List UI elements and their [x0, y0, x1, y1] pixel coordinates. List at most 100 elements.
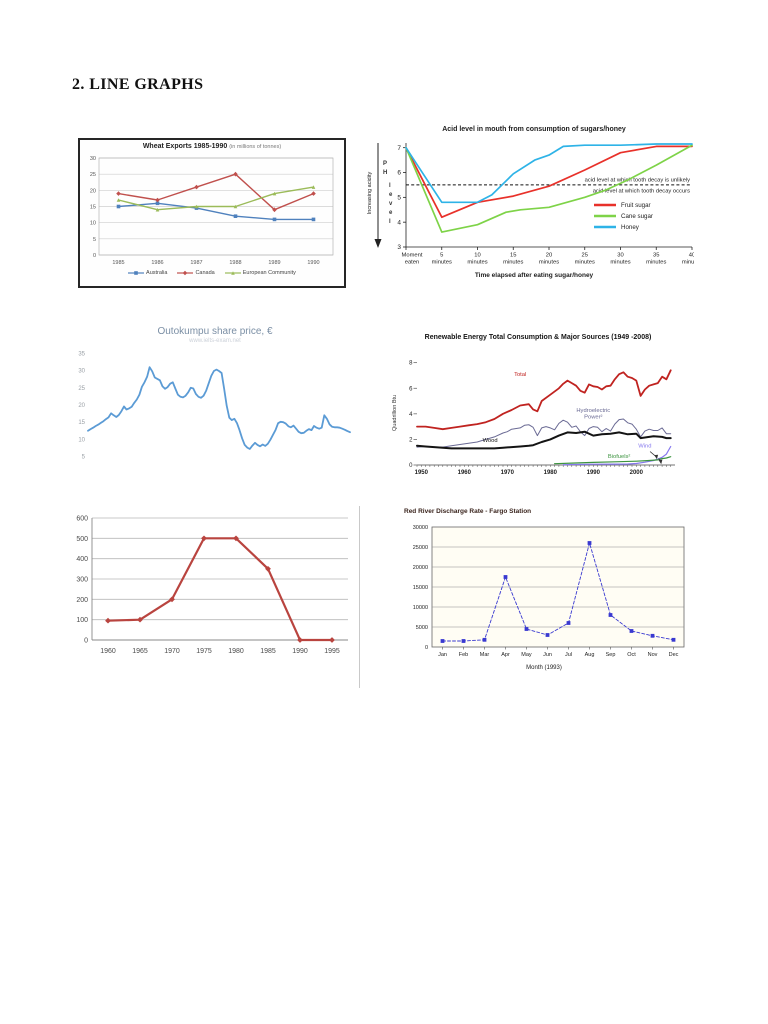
svg-text:1989: 1989 [268, 260, 280, 266]
acid-chart-plot: 76543Momenteaten5minutes10minutes15minut… [397, 143, 694, 266]
svg-text:1985: 1985 [260, 648, 276, 655]
svg-text:30: 30 [617, 253, 623, 259]
svg-text:Power²: Power² [584, 414, 602, 420]
svg-text:Apr: Apr [501, 652, 510, 658]
svg-text:1995: 1995 [324, 648, 340, 655]
svg-text:Cane sugar: Cane sugar [621, 213, 653, 220]
svg-text:4: 4 [397, 219, 401, 226]
svg-text:8: 8 [409, 361, 413, 367]
svg-text:35: 35 [78, 351, 85, 357]
svg-text:1980: 1980 [228, 648, 244, 655]
red-river-chart-xlabel: Month (1993) [526, 665, 562, 671]
svg-text:500: 500 [76, 536, 88, 543]
svg-text:minutes: minutes [503, 260, 523, 266]
svg-text:25: 25 [78, 386, 85, 392]
svg-text:Aug: Aug [585, 652, 595, 658]
svg-text:1980: 1980 [544, 470, 558, 476]
svg-text:1987: 1987 [190, 260, 202, 266]
svg-text:10: 10 [474, 253, 480, 259]
svg-text:Jan: Jan [438, 652, 447, 658]
svg-text:1990: 1990 [307, 260, 319, 266]
svg-text:Hydroelectric: Hydroelectric [576, 408, 610, 414]
svg-text:15: 15 [78, 420, 85, 426]
renewable-chart-ylabel: Quadrillion Btu [392, 394, 398, 432]
svg-text:acid level at which tooth deca: acid level at which tooth decay is unlik… [585, 177, 690, 183]
svg-text:1985: 1985 [112, 260, 124, 266]
svg-text:4: 4 [409, 412, 413, 418]
svg-text:0: 0 [409, 463, 413, 469]
acid-level-chart: Acid level in mouth from consumption of … [364, 126, 704, 298]
svg-text:30: 30 [78, 369, 85, 375]
watermark-text: www.ielts-exam.net [189, 338, 241, 344]
wheat-chart-plot: 0 5 10 15 20 25 30 1985 1986 1987 1988 1989 1990 [90, 156, 334, 266]
svg-text:Mar: Mar [480, 652, 490, 658]
svg-text:20: 20 [78, 403, 85, 409]
svg-text:acid level at which tooth deca: acid level at which tooth decay occurs [593, 188, 690, 194]
svg-text:Moment: Moment [402, 253, 423, 259]
svg-text:Sep: Sep [606, 652, 616, 658]
svg-text:10000: 10000 [413, 605, 428, 611]
acid-chart-title: Acid level in mouth from consumption of … [442, 126, 626, 133]
svg-text:20000: 20000 [413, 565, 428, 571]
svg-text:400: 400 [76, 556, 88, 563]
svg-text:6: 6 [409, 386, 413, 392]
svg-text:minutes: minutes [467, 260, 487, 266]
svg-text:Total: Total [514, 372, 526, 378]
svg-text:minutes: minutes [575, 260, 595, 266]
renewable-chart-body: Quadrillion Btu 1950 1960 1970 1980 1990 2000… [392, 347, 684, 479]
svg-text:Wind: Wind [638, 444, 651, 450]
svg-text:1970: 1970 [501, 470, 515, 476]
renewable-chart-title: Renewable Energy Total Consumption & Maj… [424, 334, 652, 341]
svg-text:30000: 30000 [413, 525, 428, 531]
svg-text:40: 40 [689, 253, 694, 259]
svg-text:15: 15 [90, 205, 96, 211]
svg-text:1950: 1950 [415, 470, 429, 476]
svg-text:5000: 5000 [416, 625, 428, 631]
renewable-chart-plot: 1950 1960 1970 1980 1990 2000 0 2 4 6 8 Total Hydroe… [409, 361, 675, 476]
wheat-chart-legend: Australia Canada European Community [83, 268, 341, 278]
svg-text:1960: 1960 [100, 648, 116, 655]
svg-text:7: 7 [397, 145, 401, 152]
legend-item: Canada [177, 269, 215, 277]
svg-text:15: 15 [510, 253, 516, 259]
svg-text:5: 5 [397, 195, 401, 202]
svg-text:1970: 1970 [164, 648, 180, 655]
svg-text:15000: 15000 [413, 585, 428, 591]
red-river-chart-title: Red River Discharge Rate - Fargo Station [404, 508, 532, 515]
red-river-discharge-chart: Red River Discharge Rate - Fargo Station… [398, 508, 690, 678]
legend-item: Australia [128, 269, 167, 277]
svg-text:1960: 1960 [458, 470, 472, 476]
svg-text:20: 20 [90, 188, 96, 194]
svg-text:5: 5 [440, 253, 443, 259]
svg-text:May: May [521, 652, 532, 658]
wheat-exports-chart: Wheat Exports 1985-1990 (in millions of … [78, 138, 346, 288]
svg-text:Biofuels²: Biofuels² [608, 454, 631, 460]
svg-text:100: 100 [76, 617, 88, 624]
svg-text:30: 30 [90, 156, 96, 162]
svg-text:1988: 1988 [229, 260, 241, 266]
svg-text:Wood: Wood [483, 438, 498, 444]
outokumpu-chart-plot: 5 10 15 20 25 30 35 [78, 351, 351, 461]
increasing-acidity-arrow-icon: Increasing acidity [367, 143, 382, 248]
svg-text:6: 6 [397, 170, 401, 177]
wheat-chart-title-note: (in millions of tonnes) [229, 144, 282, 150]
renewable-energy-chart: Renewable Energy Total Consumption & Maj… [392, 334, 684, 486]
svg-text:0: 0 [93, 253, 96, 259]
svg-text:600: 600 [76, 516, 88, 523]
svg-text:5: 5 [93, 237, 96, 243]
wheat-chart-title: Wheat Exports 1985-1990 (in millions of … [83, 143, 341, 154]
acid-chart-xlabel: Time elapsed after eating sugar/honey [474, 272, 594, 279]
red-river-chart-plot: 0 5000 10000 15000 20000 25000 30000 Jan Feb Mar A… [413, 525, 685, 658]
svg-text:Fruit sugar: Fruit sugar [621, 202, 651, 209]
svg-text:5: 5 [82, 455, 86, 461]
svg-text:minutes: minutes [646, 260, 666, 266]
svg-text:Nov: Nov [648, 652, 658, 658]
wheat-chart-title-text: Wheat Exports 1985-1990 [142, 143, 228, 150]
svg-text:10: 10 [78, 437, 85, 443]
legend-item: European Community [224, 269, 296, 277]
red-line-chart-plot: 0 100 200 300 400 500 600 1960 1965 1970 1975 1980 1… [76, 516, 348, 655]
svg-text:1990: 1990 [292, 648, 308, 655]
column-divider [359, 506, 360, 688]
svg-text:minutes: minutes [610, 260, 630, 266]
